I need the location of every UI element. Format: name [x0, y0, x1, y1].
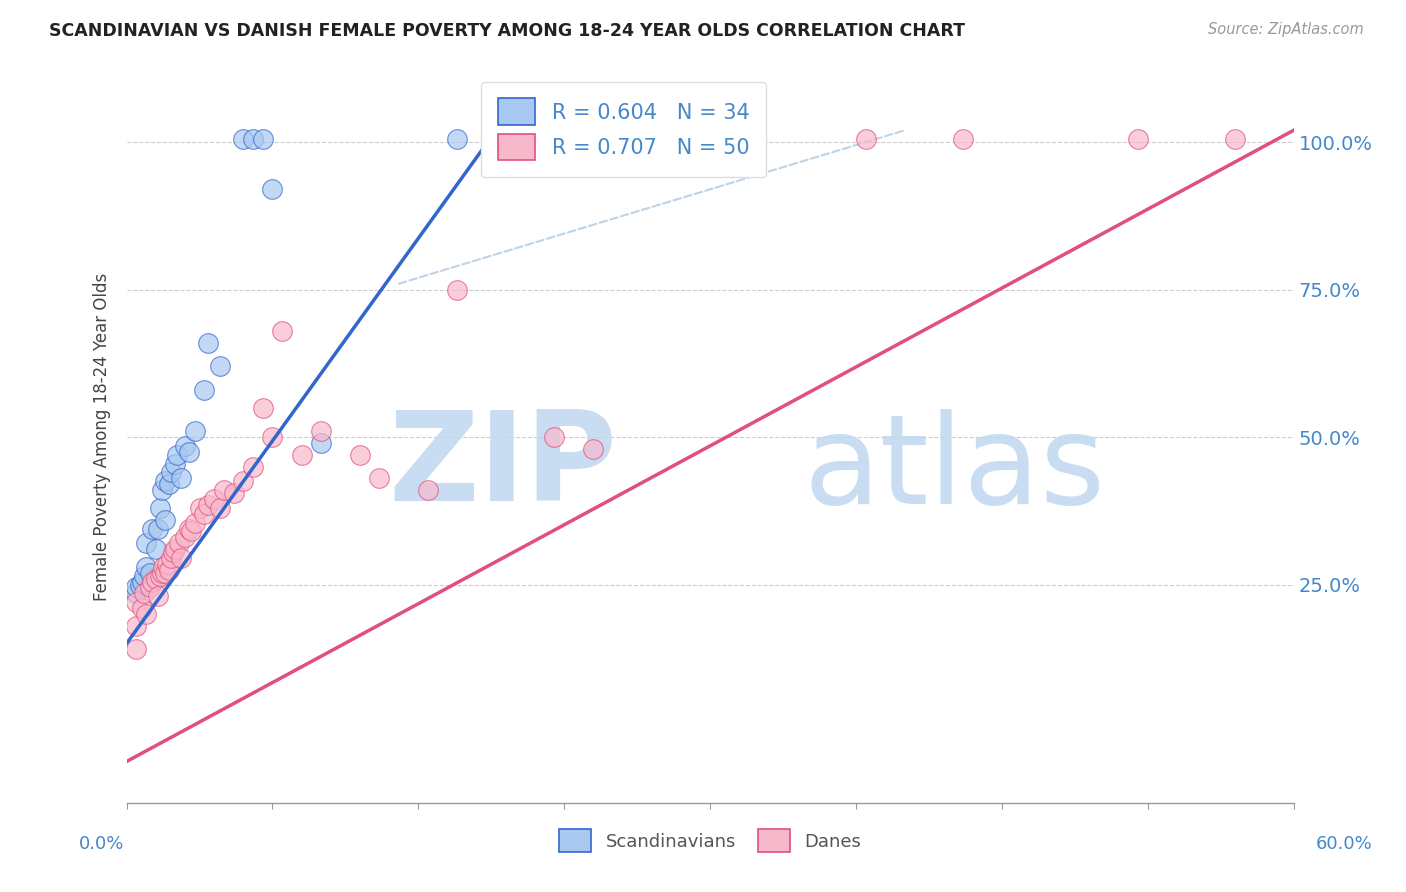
Point: [183, 424, 205, 438]
Legend: Scandinavians, Danes: Scandinavians, Danes: [551, 822, 869, 860]
Point: [952, 132, 974, 146]
Point: [125, 619, 148, 633]
Point: [252, 401, 274, 415]
Y-axis label: Female Poverty Among 18-24 Year Olds: Female Poverty Among 18-24 Year Olds: [93, 273, 111, 601]
Text: 0.0%: 0.0%: [79, 835, 124, 853]
Point: [125, 642, 148, 657]
Point: [129, 577, 152, 591]
Text: atlas: atlas: [803, 409, 1105, 531]
Point: [174, 530, 197, 544]
Point: [125, 586, 148, 600]
Point: [174, 439, 197, 453]
Point: [212, 483, 235, 498]
Point: [197, 335, 219, 350]
Point: [446, 132, 468, 146]
Point: [135, 536, 157, 550]
Point: [167, 536, 190, 550]
Point: [177, 445, 200, 459]
Point: [146, 522, 169, 536]
Point: [141, 574, 163, 589]
Point: [232, 475, 254, 489]
Point: [152, 559, 174, 574]
Point: [699, 132, 721, 146]
Text: SCANDINAVIAN VS DANISH FEMALE POVERTY AMONG 18-24 YEAR OLDS CORRELATION CHART: SCANDINAVIAN VS DANISH FEMALE POVERTY AM…: [49, 22, 965, 40]
Point: [446, 283, 468, 297]
Point: [125, 595, 148, 609]
Point: [197, 498, 219, 512]
Point: [222, 486, 245, 500]
Point: [131, 574, 153, 589]
Point: [855, 132, 877, 146]
Point: [132, 568, 155, 582]
Point: [145, 572, 167, 586]
Text: Source: ZipAtlas.com: Source: ZipAtlas.com: [1208, 22, 1364, 37]
Point: [135, 559, 157, 574]
Point: [1126, 132, 1149, 146]
Point: [160, 466, 183, 480]
Point: [160, 551, 183, 566]
Point: [262, 182, 284, 196]
Point: [132, 586, 155, 600]
Text: 60.0%: 60.0%: [1316, 835, 1372, 853]
Point: [146, 590, 169, 604]
Point: [135, 607, 157, 621]
Point: [177, 522, 200, 536]
Point: [193, 507, 215, 521]
Point: [202, 491, 225, 506]
Point: [242, 459, 264, 474]
Point: [170, 471, 193, 485]
Point: [190, 500, 212, 515]
Point: [543, 430, 565, 444]
Point: [149, 500, 172, 515]
Point: [170, 551, 193, 566]
Point: [155, 566, 177, 580]
Point: [150, 483, 173, 498]
Point: [242, 132, 264, 146]
Point: [416, 483, 439, 498]
Point: [150, 566, 173, 580]
Point: [271, 324, 294, 338]
Point: [155, 513, 177, 527]
Point: [165, 457, 187, 471]
Point: [543, 132, 565, 146]
Point: [309, 436, 332, 450]
Point: [155, 475, 177, 489]
Point: [349, 448, 371, 462]
Point: [145, 542, 167, 557]
Point: [157, 477, 180, 491]
Point: [139, 566, 162, 580]
Point: [232, 132, 254, 146]
Point: [368, 471, 391, 485]
Point: [252, 132, 274, 146]
Point: [193, 383, 215, 397]
Point: [139, 581, 162, 595]
Text: ZIP: ZIP: [388, 406, 617, 527]
Point: [290, 448, 312, 462]
Point: [309, 424, 332, 438]
Point: [156, 557, 179, 571]
Point: [125, 581, 148, 595]
Point: [1223, 132, 1246, 146]
Point: [162, 545, 184, 559]
Point: [262, 430, 284, 444]
Point: [505, 132, 527, 146]
Point: [165, 542, 187, 557]
Point: [131, 601, 153, 615]
Point: [157, 563, 180, 577]
Point: [166, 448, 188, 462]
Point: [582, 442, 605, 456]
Point: [208, 500, 231, 515]
Point: [141, 522, 163, 536]
Point: [183, 516, 205, 530]
Point: [180, 524, 202, 539]
Point: [149, 568, 172, 582]
Point: [208, 359, 231, 374]
